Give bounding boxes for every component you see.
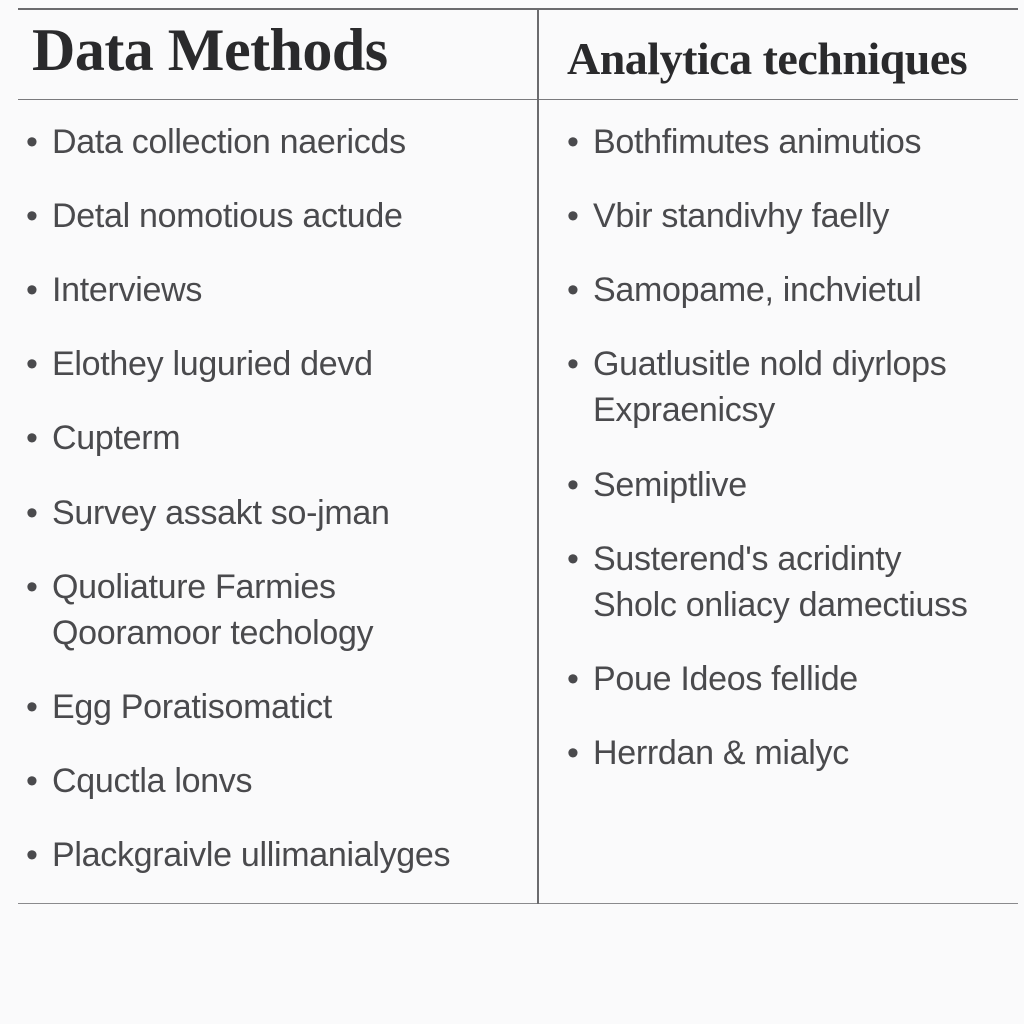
list-item-text: Poue Ideos fellide — [593, 660, 858, 698]
list-item-text: Egg Poratisomatict — [52, 688, 332, 726]
list-item: Egg Poratisomatict — [24, 687, 527, 727]
list-item-text: Bothfimutes animutios — [593, 123, 921, 161]
list-item-text: Quoliature Farmies — [52, 568, 336, 606]
list-item-text: Cupterm — [52, 419, 180, 457]
list-item: Interviews — [24, 270, 527, 310]
list-item: Poue Ideos fellide — [565, 659, 1008, 699]
data-methods-list: Data collection naericds Detal nomotious … — [24, 122, 527, 875]
list-item: Quoliature Farmies Qooramoor techology — [24, 567, 527, 653]
list-item-text: Survey assakt so-jman — [52, 494, 390, 532]
list-item: Cquctla lonvs — [24, 761, 527, 801]
list-item: Plackgraivle ullimanialyges — [24, 835, 527, 875]
list-item-text: Vbir standivhy faelly — [593, 197, 889, 235]
analytica-techniques-list: Bothfimutes animutios Vbir standivhy fael… — [565, 122, 1008, 773]
column-header-analytica-techniques: Analytica techniques — [538, 9, 1018, 100]
list-item-text: Detal nomotious actude — [52, 197, 403, 235]
list-item-text: Samopame, inchvietul — [593, 271, 922, 309]
list-item: Samopame, inchvietul — [565, 270, 1008, 310]
list-item-continuation: Qooramoor techology — [52, 613, 527, 653]
comparison-table-page: Data Methods Analytica techniques Data c… — [0, 0, 1024, 1024]
list-item: Survey assakt so-jman — [24, 493, 527, 533]
analytica-techniques-cell: Bothfimutes animutios Vbir standivhy fael… — [538, 100, 1018, 904]
list-item: Semiptlive — [565, 465, 1008, 505]
list-item-continuation: Sholc onliacy damectiuss — [593, 585, 1008, 625]
list-item-text: Guatlusitle nold diyrlops — [593, 345, 946, 383]
list-item-text: Cquctla lonvs — [52, 762, 252, 800]
list-item-text: Elothey luguried devd — [52, 345, 373, 383]
list-item: Elothey luguried devd — [24, 344, 527, 384]
list-item-text: Interviews — [52, 271, 202, 309]
column-header-data-methods: Data Methods — [18, 9, 538, 100]
list-item-text: Susterend's acridinty — [593, 540, 901, 578]
data-methods-cell: Data collection naericds Detal nomotious … — [18, 100, 538, 904]
list-item-continuation: Expraenicsy — [593, 390, 1008, 430]
list-item: Detal nomotious actude — [24, 196, 527, 236]
list-item-text: Data collection naericds — [52, 123, 406, 161]
list-item: Data collection naericds — [24, 122, 527, 162]
list-item: Susterend's acridinty Sholc onliacy damec… — [565, 539, 1008, 625]
list-item: Cupterm — [24, 418, 527, 458]
list-item: Guatlusitle nold diyrlops Expraenicsy — [565, 344, 1008, 430]
list-item: Herrdan & mialyc — [565, 733, 1008, 773]
list-item-text: Plackgraivle ullimanialyges — [52, 836, 450, 874]
list-item: Bothfimutes animutios — [565, 122, 1008, 162]
list-item: Vbir standivhy faelly — [565, 196, 1008, 236]
list-item-text: Semiptlive — [593, 466, 747, 504]
comparison-table: Data Methods Analytica techniques Data c… — [18, 8, 1018, 904]
list-item-text: Herrdan & mialyc — [593, 734, 849, 772]
